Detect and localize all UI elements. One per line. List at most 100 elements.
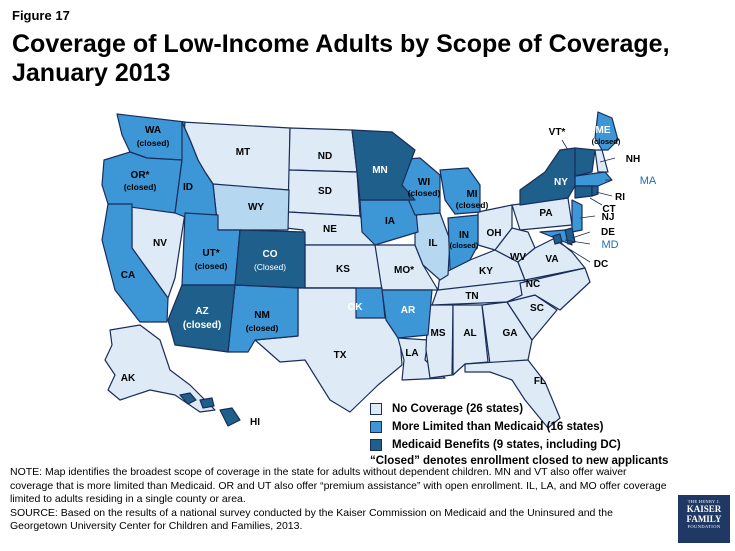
label-hi: HI — [250, 417, 260, 428]
label-nv: NV — [153, 238, 167, 249]
label-mn: MN — [372, 165, 388, 176]
label-nd: ND — [318, 151, 332, 162]
label-az-closed: (closed) — [183, 320, 221, 331]
label-az: AZ — [195, 306, 208, 317]
label-fl: FL — [534, 376, 546, 387]
state-mn — [351, 129, 416, 201]
label-ms: MS — [431, 328, 446, 339]
label-nm-closed: (closed) — [246, 323, 279, 333]
legend-label-medicaid: Medicaid Benefits (9 states, including D… — [392, 439, 621, 451]
label-me-closed: (closed) — [592, 137, 621, 146]
label-ri: RI — [615, 192, 625, 203]
state-me — [594, 111, 619, 151]
label-ar: AR — [401, 305, 416, 316]
state-va — [517, 237, 586, 281]
label-ks: KS — [336, 264, 350, 275]
note-text: NOTE: Map identifies the broadest scope … — [10, 466, 667, 505]
state-nj — [571, 199, 583, 233]
state-il — [414, 212, 451, 281]
label-ny: NY — [554, 177, 568, 188]
label-pa: PA — [539, 208, 552, 219]
state-ak — [104, 324, 216, 413]
legend-swatch-medicaid — [370, 439, 382, 451]
label-ok: OK — [348, 302, 364, 313]
label-nc: NC — [526, 279, 540, 290]
kff-logo: THE HENRY J. KAISER FAMILY FOUNDATION — [678, 495, 730, 543]
state-nd — [288, 127, 358, 173]
state-ri — [591, 185, 599, 197]
state-co — [234, 229, 306, 289]
legend-item-no-coverage: No Coverage (26 states) — [370, 401, 668, 417]
label-ak: AK — [121, 373, 136, 384]
label-sc: SC — [530, 303, 544, 314]
label-mi-closed: (closed) — [456, 200, 489, 210]
us-map: WA (closed) OR* (closed) CA ID NV MT WY … — [101, 111, 657, 429]
label-ne: NE — [323, 224, 337, 235]
label-wi-closed: (closed) — [408, 188, 441, 198]
state-mi — [439, 167, 481, 215]
label-nm: NM — [254, 310, 270, 321]
state-ar — [381, 289, 433, 339]
source-text: SOURCE: Based on the results of a nation… — [10, 506, 613, 533]
state-nc — [506, 267, 591, 311]
label-ut: UT* — [202, 248, 219, 259]
label-in-closed: (closed) — [450, 241, 479, 250]
footnote: NOTE: Map identifies the broadest scope … — [10, 466, 670, 534]
label-oh: OH — [487, 228, 502, 239]
label-il: IL — [429, 238, 438, 249]
label-sd: SD — [318, 186, 332, 197]
state-ms — [425, 304, 454, 379]
label-mi: MI — [466, 189, 477, 200]
chart-title: Coverage of Low-Income Adults by Scope o… — [12, 30, 670, 87]
label-ky: KY — [479, 266, 493, 277]
label-dc: DC — [594, 259, 608, 270]
state-fl — [464, 359, 561, 429]
label-ut-closed: (closed) — [195, 261, 228, 271]
label-wy: WY — [248, 202, 264, 213]
state-hi — [179, 392, 241, 427]
label-me: ME — [596, 125, 611, 136]
label-id: ID — [183, 182, 193, 193]
state-mo — [374, 244, 439, 291]
label-la: LA — [405, 348, 418, 359]
state-id — [174, 121, 219, 231]
logo-line-2: KAISER — [686, 504, 722, 514]
label-nj: NJ — [602, 212, 615, 223]
label-mt: MT — [236, 147, 250, 158]
legend: No Coverage (26 states) More Limited tha… — [370, 401, 668, 467]
logo-line-3: FAMILY — [686, 514, 722, 524]
state-ct — [574, 185, 593, 199]
state-ok — [304, 287, 386, 319]
label-mo: MO* — [394, 265, 414, 276]
label-in: IN — [459, 230, 469, 241]
logo-line-1: THE HENRY J. — [687, 499, 721, 504]
label-va: VA — [545, 254, 558, 265]
state-az — [167, 284, 236, 353]
label-vt: VT* — [549, 127, 566, 138]
state-dc — [552, 233, 563, 245]
state-ca — [101, 203, 169, 323]
figure-label: Figure 17 — [12, 8, 70, 23]
label-nh: NH — [626, 154, 640, 165]
label-co-closed: (Closed) — [254, 262, 286, 272]
label-tx: TX — [334, 350, 347, 361]
legend-swatch-more-limited — [370, 421, 382, 433]
label-ma: MA — [640, 175, 657, 187]
legend-label-more-limited: More Limited than Medicaid (16 states) — [392, 421, 604, 433]
label-or-closed: (closed) — [124, 182, 157, 192]
label-ct: CT — [602, 204, 615, 215]
logo-line-4: FOUNDATION — [687, 524, 721, 529]
label-ia: IA — [385, 216, 395, 227]
legend-label-no-coverage: No Coverage (26 states) — [392, 403, 524, 415]
state-in — [447, 214, 479, 271]
legend-item-more-limited: More Limited than Medicaid (16 states) — [370, 419, 668, 435]
label-wa: WA — [145, 125, 161, 136]
label-wi: WI — [418, 177, 430, 188]
label-tn: TN — [465, 291, 478, 302]
label-de: DE — [601, 227, 615, 238]
state-vt — [574, 147, 596, 177]
label-wa-closed: (closed) — [137, 138, 170, 148]
legend-item-medicaid: Medicaid Benefits (9 states, including D… — [370, 437, 668, 453]
label-wv: WV — [510, 252, 526, 263]
legend-closed-note: “Closed” denotes enrollment closed to ne… — [370, 455, 669, 467]
